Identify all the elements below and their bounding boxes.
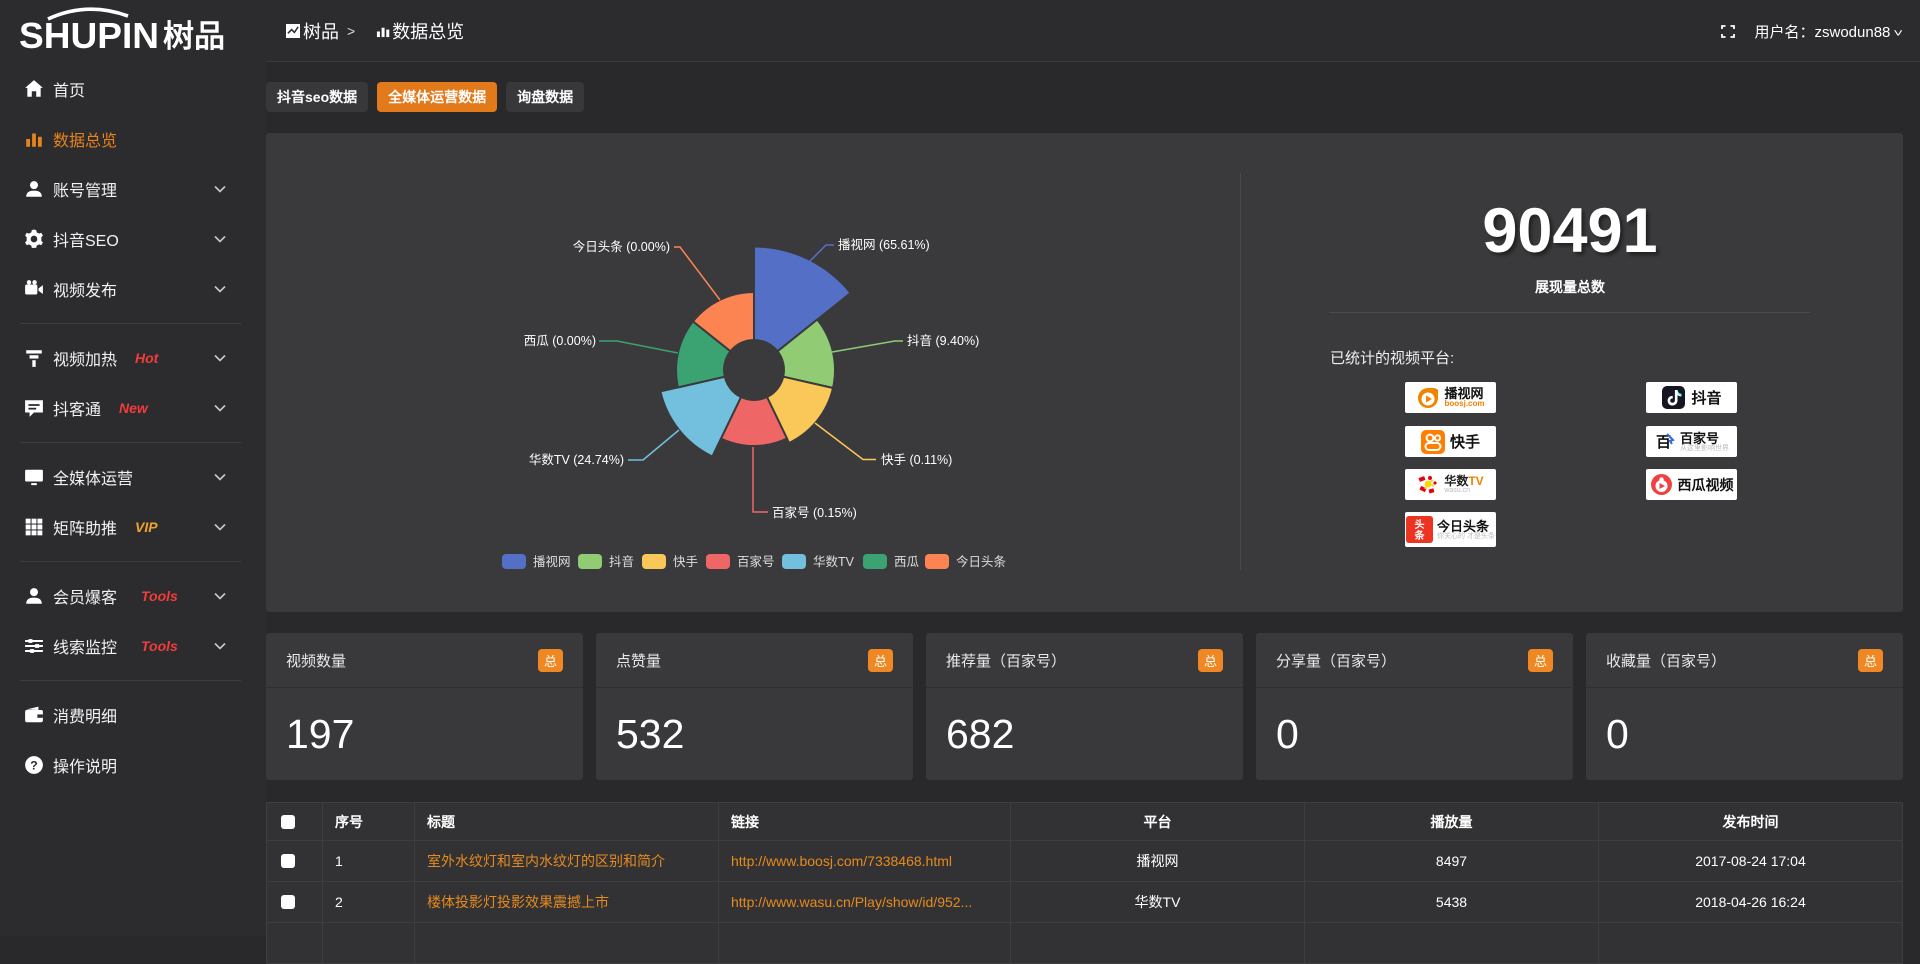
svg-text:今日头条: 今日头条	[956, 554, 1007, 569]
svg-text:播视网: 播视网	[533, 554, 571, 569]
svg-text:快手 (0.11%): 快手 (0.11%)	[881, 453, 952, 467]
svg-text:今日头条 (0.00%): 今日头条 (0.00%)	[573, 239, 670, 254]
svg-text:快手: 快手	[673, 555, 698, 569]
svg-text:头: 头	[1415, 518, 1425, 531]
svg-text:华数TV: 华数TV	[813, 554, 855, 569]
svg-text:西瓜: 西瓜	[894, 555, 920, 569]
svg-text:百: 百	[1656, 434, 1671, 451]
svg-text:?: ?	[30, 758, 37, 772]
svg-text:条: 条	[1414, 529, 1426, 542]
svg-text:SHUPIN: SHUPIN	[19, 15, 159, 56]
svg-text:百家号: 百家号	[737, 554, 775, 569]
svg-text:华数TV (24.74%): 华数TV (24.74%)	[529, 452, 624, 467]
svg-text:播视网 (65.61%): 播视网 (65.61%)	[838, 237, 930, 252]
svg-text:抖音 (9.40%): 抖音 (9.40%)	[907, 333, 979, 348]
svg-text:西瓜 (0.00%): 西瓜 (0.00%)	[524, 334, 596, 348]
svg-text:百家号 (0.15%): 百家号 (0.15%)	[772, 505, 857, 520]
svg-text:树品: 树品	[163, 19, 225, 54]
svg-text:抖音: 抖音	[609, 554, 634, 569]
